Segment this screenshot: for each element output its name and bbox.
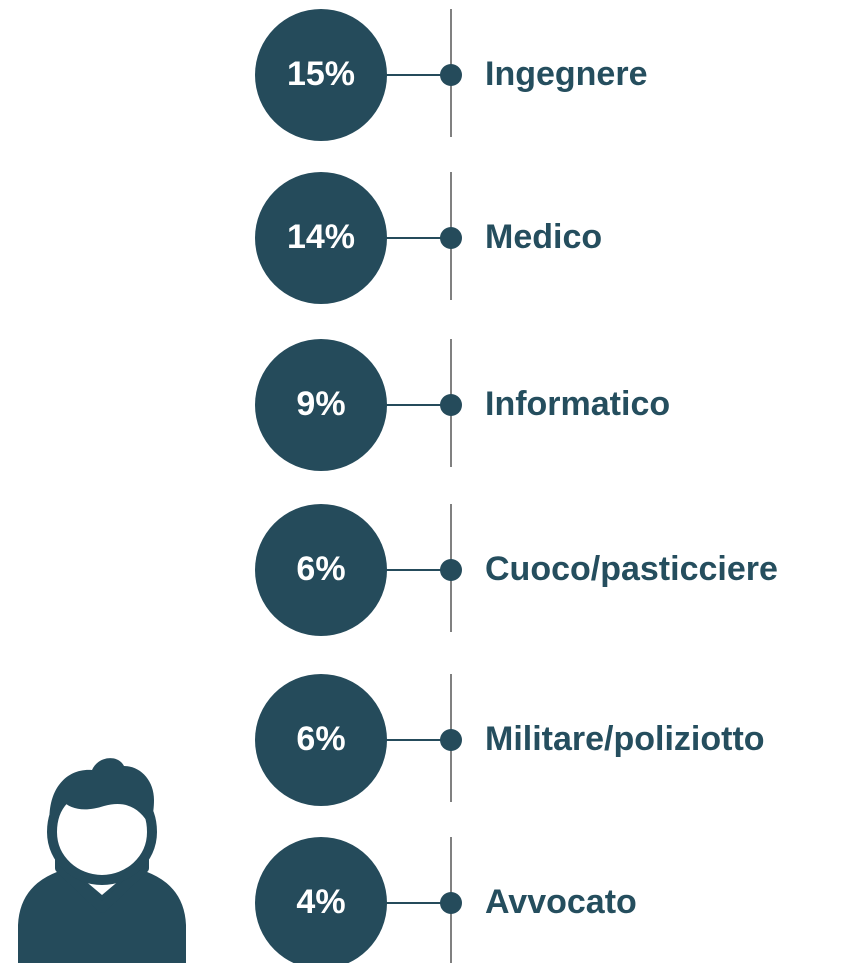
- item-label: Medico: [485, 218, 602, 256]
- connector-dot: [440, 559, 462, 581]
- item-label: Militare/poliziotto: [485, 720, 765, 758]
- connector-dot: [440, 227, 462, 249]
- connector-dot: [440, 394, 462, 416]
- percent-value: 6%: [296, 720, 345, 758]
- connector-dot: [440, 892, 462, 914]
- percent-circle: [255, 504, 387, 636]
- item-label: Avvocato: [485, 883, 637, 921]
- percent-value: 15%: [287, 55, 355, 93]
- percent-circle: [255, 837, 387, 963]
- percent-value: 4%: [296, 883, 345, 921]
- item-label: Ingegnere: [485, 55, 647, 93]
- percent-value: 14%: [287, 218, 355, 256]
- percent-circle: [255, 172, 387, 304]
- percent-circle: [255, 9, 387, 141]
- percent-value: 6%: [296, 550, 345, 588]
- item-label: Informatico: [485, 385, 670, 423]
- percent-value: 9%: [296, 385, 345, 423]
- percent-circle: [255, 674, 387, 806]
- connector-dot: [440, 729, 462, 751]
- item-label: Cuoco/pasticciere: [485, 550, 778, 588]
- connector-dot: [440, 64, 462, 86]
- percent-circle: [255, 339, 387, 471]
- person-icon: [18, 758, 186, 963]
